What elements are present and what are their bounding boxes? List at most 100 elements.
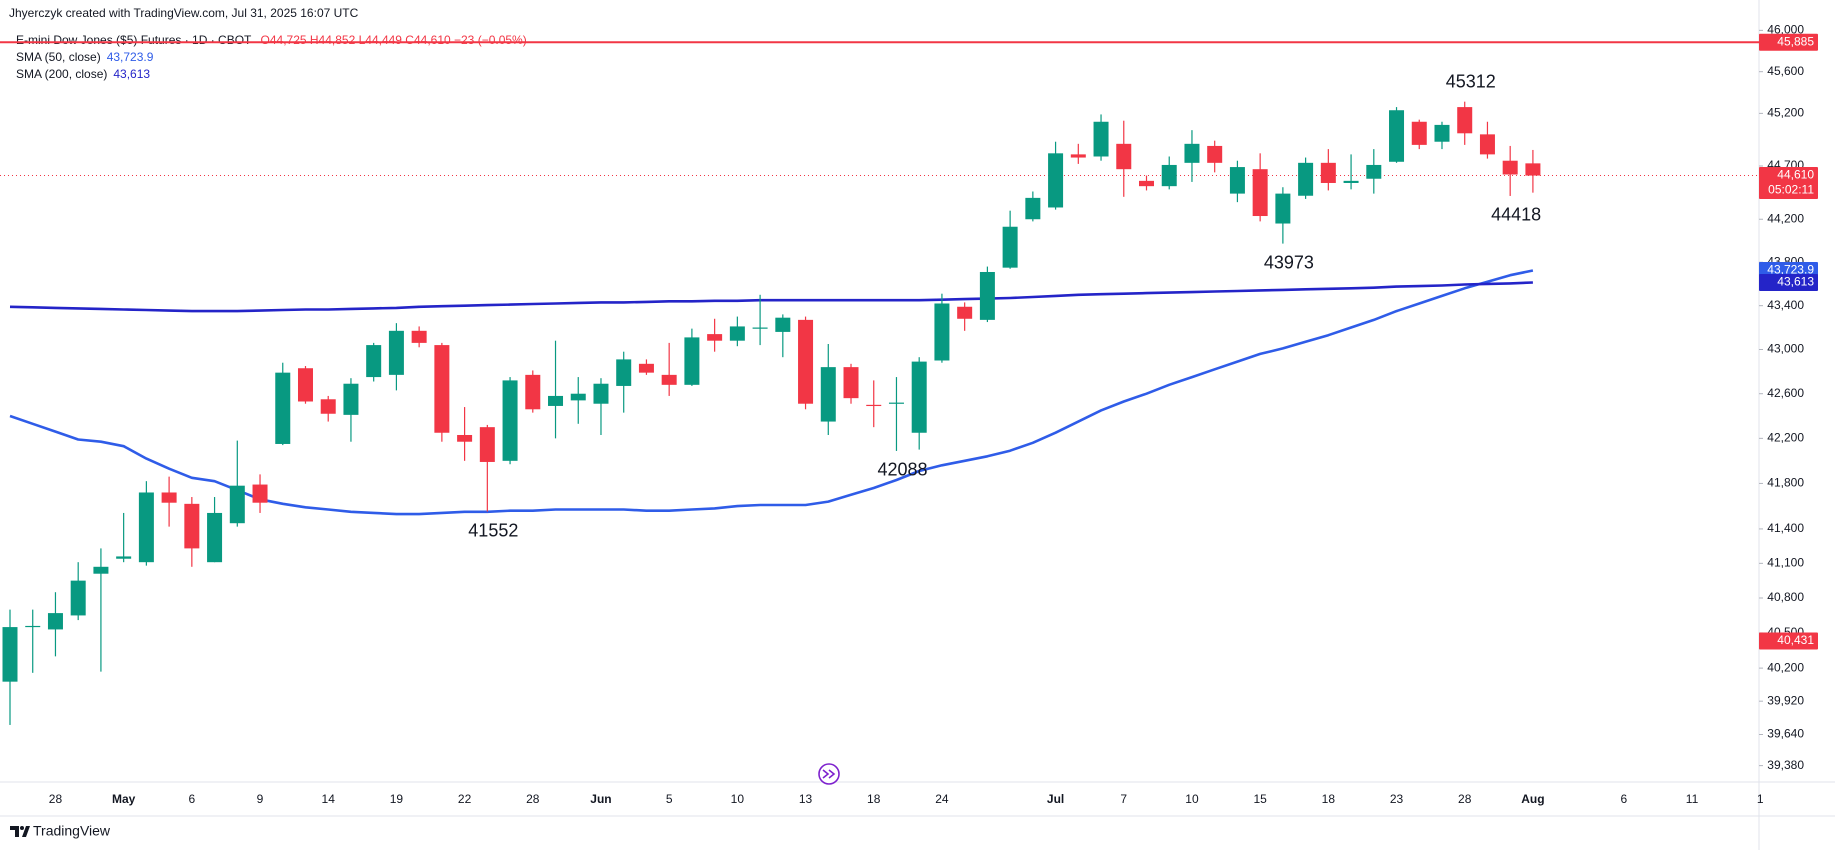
x-tick-label: 24 <box>935 792 949 806</box>
x-tick-label: 13 <box>799 792 813 806</box>
candle-body <box>229 485 245 524</box>
candle-body <box>411 330 427 343</box>
x-tick-label: 23 <box>1390 792 1404 806</box>
x-tick-label: Jun <box>590 792 611 806</box>
candle-body <box>184 503 200 549</box>
candle-body <box>775 317 791 332</box>
y-tick-label: 40,200 <box>1767 660 1804 674</box>
candle-body <box>297 368 313 402</box>
horizontal-line-label: 45,885 <box>1777 34 1814 48</box>
sma-legend-value: 43,613 <box>113 67 150 81</box>
x-tick-label: 18 <box>867 792 881 806</box>
candle-body <box>957 306 973 319</box>
x-tick-label: 28 <box>526 792 540 806</box>
last-price-countdown: 05:02:11 <box>1768 183 1814 197</box>
horizontal-line-box <box>1759 33 1818 51</box>
candle-body <box>1048 153 1064 208</box>
candle-body <box>116 556 132 559</box>
candle-body <box>1070 154 1086 158</box>
annotation: 41552 <box>468 520 518 540</box>
candle-body <box>866 404 882 407</box>
x-tick-label: 22 <box>458 792 472 806</box>
replay-icon[interactable] <box>818 763 840 785</box>
candle-body <box>388 330 404 375</box>
brand: TradingView <box>33 823 111 839</box>
candle-body <box>934 303 950 361</box>
x-tick-label: 19 <box>390 792 404 806</box>
x-tick-label: 10 <box>1185 792 1199 806</box>
sma-line <box>9 281 1533 313</box>
legend-title: E-mini Dow Jones ($5) Futures · 1D · CBO… <box>16 33 527 47</box>
y-tick-label: 39,380 <box>1767 758 1804 772</box>
candle-body <box>1139 180 1154 187</box>
candle-body <box>1502 160 1518 175</box>
logo-mark <box>10 826 30 837</box>
candle-body <box>979 271 995 320</box>
annotation: 45312 <box>1446 71 1496 91</box>
candle-body <box>161 492 177 503</box>
logo-dot <box>20 826 24 830</box>
candle-body <box>752 327 768 329</box>
candle-body <box>343 383 359 415</box>
x-tick-label: 9 <box>257 792 264 806</box>
candle-body <box>320 399 336 414</box>
candle-body <box>798 319 814 404</box>
y-tick-label: 46,000 <box>1767 23 1804 37</box>
candle-body <box>1229 167 1245 194</box>
candle-body <box>1457 107 1473 134</box>
candle-body <box>707 334 723 341</box>
candle-body <box>1116 143 1132 170</box>
candle-body <box>70 580 86 616</box>
candle-body <box>911 361 927 433</box>
x-tick-label: 6 <box>188 792 195 806</box>
candle-body <box>1525 163 1541 176</box>
x-tick-label: 11 <box>1686 792 1699 806</box>
candle-body <box>1002 226 1018 268</box>
x-tick-label: 28 <box>1458 792 1472 806</box>
y-tick-label: 42,200 <box>1767 431 1804 445</box>
sma-legend-entry: SMA (50, close) 43,723.9 <box>16 50 154 64</box>
y-tick-label: 43,000 <box>1767 342 1804 356</box>
alert-box <box>1759 632 1818 650</box>
y-tick-label: 42,600 <box>1767 386 1804 400</box>
y-tick-label: 41,100 <box>1767 556 1804 570</box>
candle-body <box>502 380 518 461</box>
candle-body <box>729 326 745 341</box>
candle-body <box>638 363 654 373</box>
y-tick-label: 45,600 <box>1767 64 1804 78</box>
y-tick-label: 43,400 <box>1767 298 1804 312</box>
candle-body <box>47 613 63 630</box>
y-tick-label: 44,200 <box>1767 211 1804 225</box>
candle-body <box>1207 145 1223 163</box>
sma-last-box <box>1759 274 1818 292</box>
x-tick-label: 1 <box>1757 792 1764 806</box>
y-tick-label: 39,920 <box>1767 693 1804 707</box>
candle-body <box>1275 193 1291 224</box>
candle-body <box>684 337 700 385</box>
replay-arrows <box>822 769 836 779</box>
candle-body <box>1434 124 1450 142</box>
candle-body <box>1366 164 1382 179</box>
candle-body <box>1025 197 1041 220</box>
y-tick-label: 41,400 <box>1767 521 1804 535</box>
candle-body <box>25 625 41 628</box>
candle-body <box>843 367 859 399</box>
candle-body <box>275 372 291 444</box>
x-tick-label: 5 <box>666 792 673 806</box>
x-tick-label: 7 <box>1120 792 1127 806</box>
candle-body <box>2 627 18 682</box>
candle-body <box>366 345 382 378</box>
x-tick-label: 6 <box>1620 792 1627 806</box>
credit: Jhyerczyk created with TradingView.com, … <box>9 6 359 20</box>
x-tick-label: 14 <box>322 792 336 806</box>
annotation: 43973 <box>1264 252 1314 272</box>
candle-body <box>548 395 564 406</box>
candle-body <box>616 359 632 386</box>
sma-legend-name: SMA (50, close) <box>16 50 101 64</box>
sma-legend-entry: SMA (200, close) 43,613 <box>16 67 150 81</box>
candle-body <box>570 393 586 401</box>
sma-legend-value: 43,723.9 <box>107 50 154 64</box>
candle-body <box>661 374 677 385</box>
annotation: 42088 <box>877 460 927 480</box>
